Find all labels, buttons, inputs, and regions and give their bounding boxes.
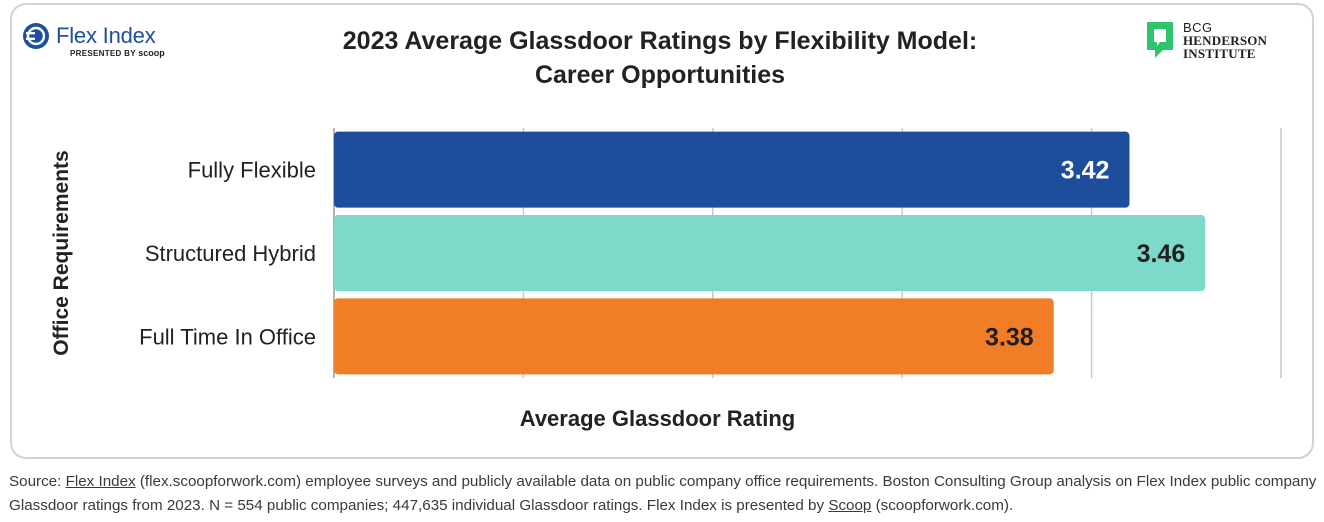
bcg-logo-line3: INSTITUTE	[1183, 46, 1256, 61]
flex-index-logo-name: Flex Index	[56, 23, 156, 48]
scoop-link[interactable]: Scoop	[828, 497, 872, 514]
category-label: Fully Flexible	[188, 158, 316, 183]
flex-index-icon	[23, 23, 49, 49]
bcg-logo-line1: BCG	[1183, 20, 1213, 35]
source-note: Source: Flex Index (flex.scoopforwork.co…	[9, 473, 1317, 514]
flex-index-logo: Flex Index PRESENTED BY scoop	[22, 22, 182, 62]
category-label: Full Time In Office	[139, 324, 316, 349]
x-axis-title: Average Glassdoor Rating	[520, 406, 795, 431]
bar-structured-hybrid	[334, 215, 1206, 291]
data-label: 3.38	[985, 323, 1034, 351]
category-label: Structured Hybrid	[145, 241, 316, 266]
chart-title-block: 2023 Average Glassdoor Ratings by Flexib…	[250, 24, 1070, 92]
bar-fully-flexible	[334, 131, 1130, 208]
bcg-henderson-logo: BCG HENDERSON INSTITUTE	[1145, 20, 1305, 64]
y-axis-title: Office Requirements	[50, 150, 73, 355]
chart-title: 2023 Average Glassdoor Ratings by Flexib…	[342, 27, 978, 55]
bar-chart: 3.42 Fully Flexible 3.46 Structured Hybrid 3…	[50, 128, 1282, 431]
bar-full-time-in-office	[334, 298, 1054, 375]
chart-subtitle: Career Opportunities	[534, 61, 786, 89]
data-label: 3.42	[1061, 157, 1110, 185]
data-label: 3.46	[1137, 240, 1186, 268]
flex-index-link[interactable]: Flex Index	[65, 473, 136, 490]
bcg-henderson-icon	[1147, 22, 1173, 58]
bcg-logo-line2: HENDERSON	[1183, 33, 1268, 48]
flex-index-logo-tagline: PRESENTED BY scoop	[70, 48, 165, 58]
